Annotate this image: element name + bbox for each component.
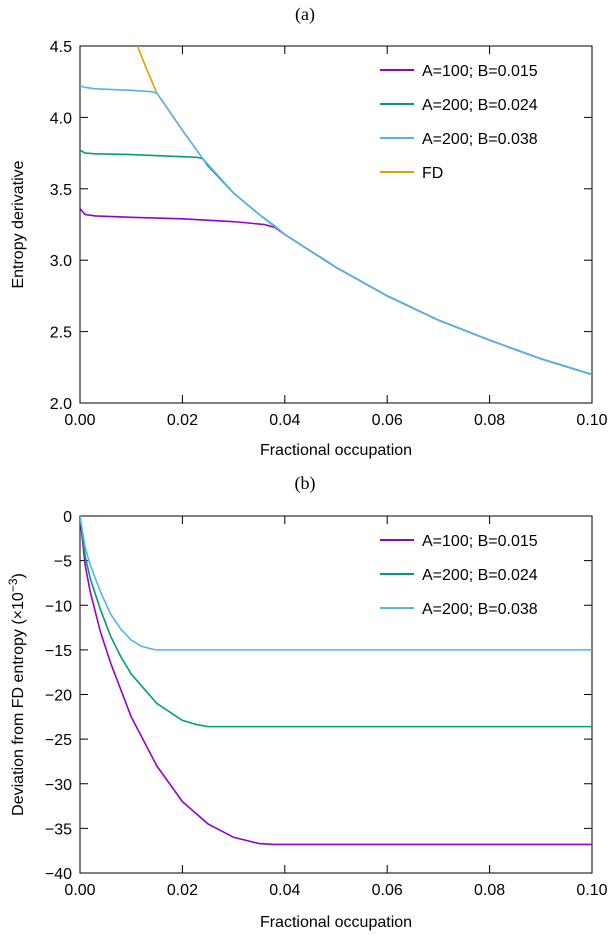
y-tick-label: −20 <box>45 688 72 705</box>
x-tick-label: 0.08 <box>474 882 505 899</box>
legend-label: A=100; B=0.015 <box>422 63 538 80</box>
x-tick-label: 0.00 <box>64 412 95 429</box>
y-tick-label: 2.0 <box>50 396 72 413</box>
y-tick-label: 0 <box>63 509 72 526</box>
series-line <box>80 516 592 651</box>
y-tick-label: −10 <box>45 598 72 615</box>
series-line <box>80 516 592 846</box>
y-axis-label-main: Entropy derivative <box>10 160 27 288</box>
y-tick-label: −5 <box>54 554 72 571</box>
legend-label: A=200; B=0.038 <box>422 131 538 148</box>
legend: A=100; B=0.015 A=200; B=0.024 A=200; B=0.0… <box>380 63 538 182</box>
x-tick-label: 0.02 <box>167 412 198 429</box>
x-tick-label: 0.10 <box>576 412 607 429</box>
y-tick-label: −30 <box>45 777 72 794</box>
x-tick-label: 0.06 <box>372 412 403 429</box>
x-tick-label: 0.10 <box>576 882 607 899</box>
legend-label: A=200; B=0.024 <box>422 567 538 584</box>
series-line <box>80 85 592 376</box>
panel-a: (a) 0.00 0.02 0.04 0.06 0.08 0.10 2.0 2.5 3.0 3.5 4… <box>10 4 608 459</box>
x-axis-label: Fractional occupation <box>260 914 412 931</box>
y-tick-label: 3.5 <box>50 182 72 199</box>
y-tick-label: −35 <box>45 821 72 838</box>
x-tick-label: 0.00 <box>64 882 95 899</box>
series-line <box>136 46 592 376</box>
y-axis-label: Deviation from FD entropy (×10−3) <box>6 573 27 816</box>
y-tick-label: −25 <box>45 732 72 749</box>
y-axis-label-tail: ) <box>10 573 27 578</box>
series-line <box>80 516 592 728</box>
y-tick-label: 4.0 <box>50 110 72 127</box>
legend: A=100; B=0.015 A=200; B=0.024 A=200; B=0.0… <box>380 533 538 618</box>
y-tick-label: −40 <box>45 866 72 883</box>
x-tick-label: 0.04 <box>269 412 300 429</box>
panel-b: (b)0.00 0.02 0.04 0.06 0.08 0.10−40−35−30−25−… <box>6 473 608 931</box>
x-tick-label: 0.02 <box>167 882 198 899</box>
x-tick-label: 0.04 <box>269 882 300 899</box>
x-tick-label: 0.08 <box>474 412 505 429</box>
x-axis-label: Fractional occupation <box>260 442 412 459</box>
panel-label: (a) <box>295 4 315 25</box>
x-tick-label: 0.06 <box>372 882 403 899</box>
legend-label: FD <box>422 165 443 182</box>
legend-label: A=100; B=0.015 <box>422 533 538 550</box>
y-axis-label-main: Deviation from FD entropy (×10 <box>10 592 27 816</box>
series-line <box>80 149 592 376</box>
legend-label: A=200; B=0.024 <box>422 97 538 114</box>
y-tick-label: 2.5 <box>50 325 72 342</box>
y-tick-label: −15 <box>45 643 72 660</box>
y-tick-label: 4.5 <box>50 39 72 56</box>
y-axis-label-exponent: −3 <box>6 578 20 592</box>
plot-frame <box>79 45 593 404</box>
legend-label: A=200; B=0.038 <box>422 601 538 618</box>
y-axis-label: Entropy derivative <box>10 160 27 288</box>
y-tick-label: 3.0 <box>50 253 72 270</box>
panel-label: (b) <box>295 473 316 494</box>
